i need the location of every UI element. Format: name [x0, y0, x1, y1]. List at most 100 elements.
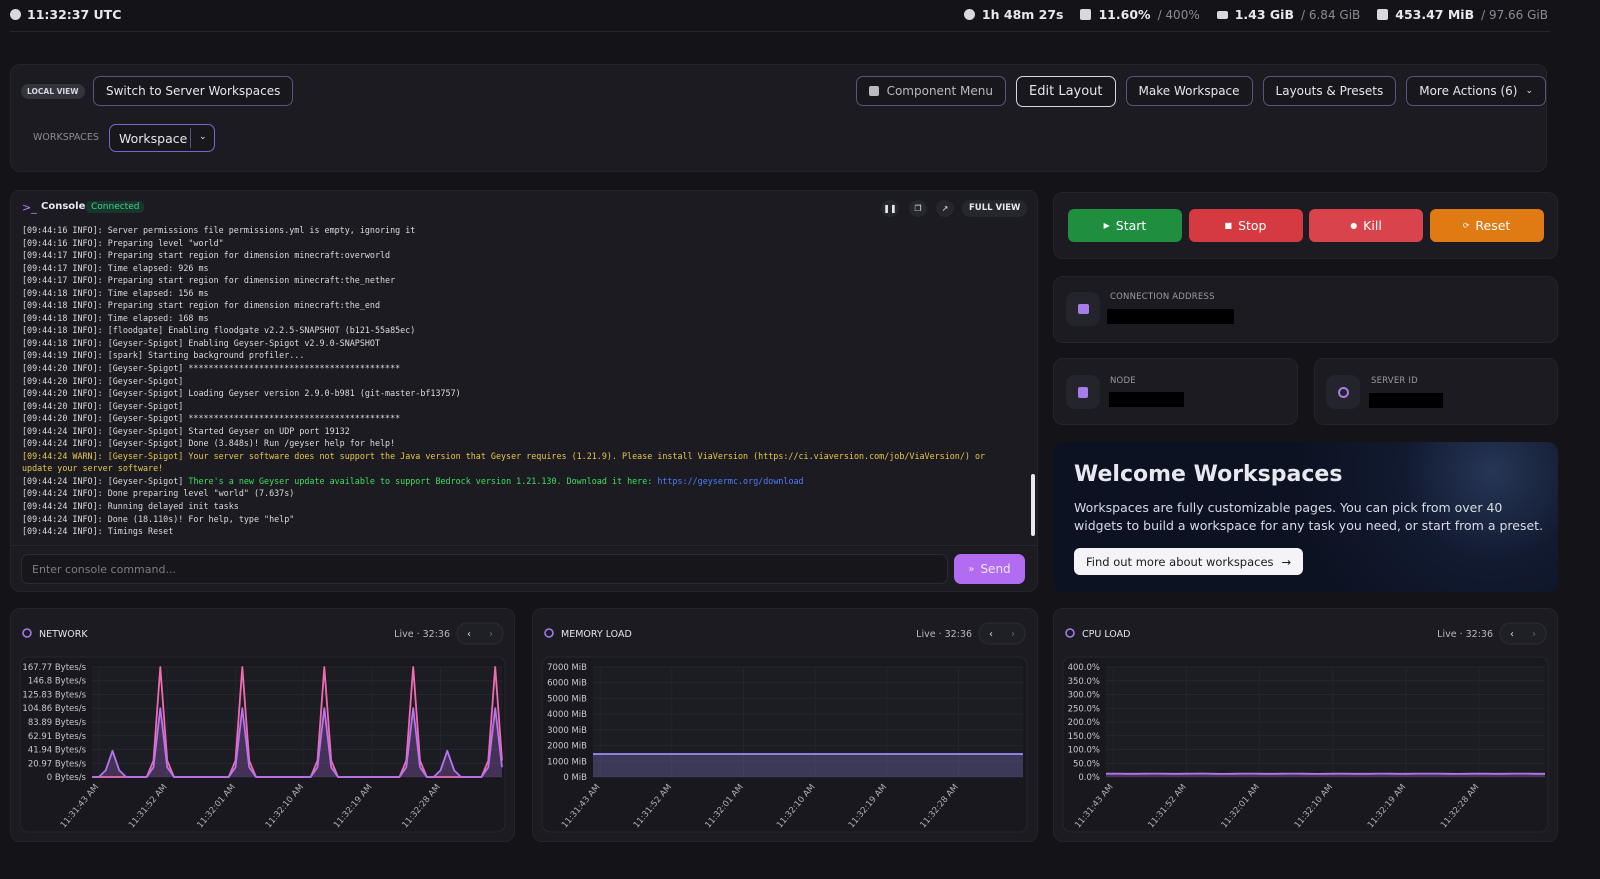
log-text: [09:44:20 INFO]: [Geyser-Spigot] *******…: [22, 413, 401, 424]
power-button[interactable]: ⟳ Reset: [1429, 209, 1544, 242]
more-actions[interactable]: More Actions (6) ⌄: [1406, 76, 1546, 106]
welcome-button[interactable]: Find out more about workspaces →: [1074, 548, 1304, 575]
node-label: NODE: [1110, 376, 1136, 386]
connection-status: Connected: [86, 201, 145, 213]
make-workspace[interactable]: Make Workspace: [1125, 76, 1253, 106]
y-tick-label: 2000 MiB: [547, 742, 587, 752]
chart-icon: [1065, 628, 1075, 638]
log-text: [09:44:17 INFO]: Time elapsed: 926 ms: [22, 262, 209, 273]
y-tick-label: 50.0%: [1073, 759, 1100, 769]
power-button[interactable]: ▶ Start: [1068, 209, 1182, 242]
switch-button[interactable]: Switch to Server Workspaces: [93, 76, 294, 106]
cpu: 11.60%: [1098, 7, 1151, 22]
log-text: update your server software!: [22, 463, 164, 474]
pager-prev: ‹: [989, 629, 993, 640]
y-tick-label: 3000 MiB: [547, 726, 587, 736]
log-text: [09:44:18 INFO]: Time elapsed: 156 ms: [22, 287, 209, 298]
y-tick-label: 167.77 Bytes/s: [22, 663, 86, 673]
log-line: [09:44:24 INFO]: [Geyser-Spigot] Done (3…: [22, 437, 1022, 450]
y-tick-label: 62.91 Bytes/s: [28, 732, 87, 742]
log-line: [09:44:17 INFO]: Time elapsed: 926 ms: [22, 262, 1022, 275]
live-label: Live · 32:36: [1437, 629, 1493, 640]
y-tick-label: 7000 MiB: [547, 663, 587, 673]
log-line: [09:44:18 INFO]: Time elapsed: 156 ms: [22, 287, 1022, 300]
server-id-label: SERVER ID: [1371, 376, 1418, 386]
log-line: [09:44:24 INFO]: Timings Reset: [22, 525, 1022, 538]
log-text: [09:44:17 INFO]: Preparing start region …: [22, 250, 391, 261]
console-panel: [10, 190, 1038, 592]
pager: [978, 622, 1026, 645]
log-line: update your server software!: [22, 462, 1022, 475]
redacted: [1107, 309, 1234, 324]
console-icon: >_: [22, 201, 37, 214]
label: Stop: [1238, 218, 1267, 233]
workspace-select[interactable]: Workspace ⌄: [109, 124, 215, 152]
layouts-presets[interactable]: Layouts & Presets: [1262, 76, 1397, 106]
y-tick-label: 0 MiB: [563, 773, 587, 783]
component-menu[interactable]: Component Menu: [855, 76, 1007, 106]
plot-area: [593, 667, 1023, 777]
console-log: [09:44:16 INFO]: Server permissions file…: [22, 224, 1022, 538]
log-line: [09:44:20 INFO]: [Geyser-Spigot] *******…: [22, 412, 1022, 425]
icon: ▶: [1103, 221, 1110, 230]
pager: [456, 622, 504, 645]
log-text: [09:44:16 INFO]: Server permissions file…: [22, 225, 416, 235]
node-icon: [1066, 375, 1100, 409]
power-button[interactable]: ● Kill: [1309, 209, 1423, 242]
log-text: [09:44:24 INFO]: [Geyser-Spigot] Started…: [22, 425, 350, 436]
label: More Actions (6): [1419, 84, 1518, 98]
label: Reset: [1475, 218, 1511, 233]
server-id-icon: [1326, 375, 1360, 409]
log-line: [09:44:20 INFO]: [Geyser-Spigot]: [22, 400, 1022, 413]
y-tick-label: 350.0%: [1068, 677, 1100, 687]
y-tick-label: 0.0%: [1078, 773, 1100, 783]
copy-button[interactable]: ❐: [909, 200, 927, 217]
console-title: Console: [41, 201, 86, 212]
pager: [1499, 622, 1547, 645]
y-tick-label: 83.89 Bytes/s: [28, 718, 87, 728]
log-line: [09:44:16 INFO]: Server permissions file…: [22, 224, 1022, 237]
chart-icon: [22, 628, 32, 638]
log-line: [09:44:24 WARN]: [Geyser-Spigot] Your se…: [22, 450, 1022, 463]
icon: ●: [1350, 221, 1358, 230]
pause-button[interactable]: ❚❚: [881, 200, 899, 217]
log-text: [09:44:17 INFO]: Preparing start region …: [22, 275, 396, 286]
welcome-title: Welcome Workspaces: [1074, 462, 1343, 487]
popout-button[interactable]: ↗: [936, 200, 954, 217]
log-text: [09:44:18 INFO]: Preparing start region …: [22, 300, 380, 311]
uptime: 1h 48m 27s: [981, 7, 1064, 22]
scrollbar-thumb: [1031, 474, 1035, 536]
log-line: [09:44:20 INFO]: [Geyser-Spigot] *******…: [22, 362, 1022, 375]
log-line: [09:44:18 INFO]: [Geyser-Spigot] Enablin…: [22, 337, 1022, 350]
log-line: [09:44:17 INFO]: Preparing start region …: [22, 274, 1022, 287]
y-tick-label: 400.0%: [1068, 663, 1100, 673]
log-text: [09:44:20 INFO]: [Geyser-Spigot]: [22, 400, 184, 411]
log-line: [09:44:18 INFO]: Preparing start region …: [22, 299, 1022, 312]
power-button[interactable]: ■ Stop: [1188, 209, 1303, 242]
icon: ⟳: [1462, 221, 1470, 230]
divider: [10, 31, 1550, 32]
log-text: [09:44:18 INFO]: [floodgate] Enabling fl…: [22, 325, 416, 336]
log-text: [09:44:24 INFO]: Done preparing level "w…: [22, 488, 295, 499]
time: 11:32:37 UTC: [27, 7, 122, 22]
y-tick-label: 6000 MiB: [547, 679, 587, 689]
send-button[interactable]: » Send: [954, 554, 1025, 584]
label: Component Menu: [886, 84, 994, 98]
full-view-button[interactable]: FULL VIEW: [962, 200, 1028, 217]
y-tick-label: 150.0%: [1068, 732, 1100, 742]
log-line: [09:44:24 INFO]: Running delayed init ta…: [22, 500, 1022, 513]
connection-label: CONNECTION ADDRESS: [1110, 292, 1215, 302]
log-link[interactable]: https://geysermc.org/download: [657, 475, 804, 486]
cpu-limit: / 400%: [1157, 7, 1200, 22]
console-input[interactable]: Enter console command...: [21, 554, 948, 584]
log-line: [09:44:24 INFO]: Done preparing level "w…: [22, 487, 1022, 500]
y-tick-label: 146.8 Bytes/s: [28, 677, 87, 687]
log-line: [09:44:18 INFO]: Time elapsed: 168 ms: [22, 312, 1022, 325]
edit-layout[interactable]: Edit Layout: [1016, 76, 1116, 107]
chart-icon: [544, 628, 554, 638]
log-text: [09:44:24 WARN]: [Geyser-Spigot] Your se…: [22, 450, 986, 461]
log-line: [09:44:19 INFO]: [spark] Starting backgr…: [22, 349, 1022, 362]
chart-title: CPU LOAD: [1082, 629, 1130, 640]
log-text: [09:44:24 INFO]: [Geyser-Spigot]: [22, 475, 189, 486]
